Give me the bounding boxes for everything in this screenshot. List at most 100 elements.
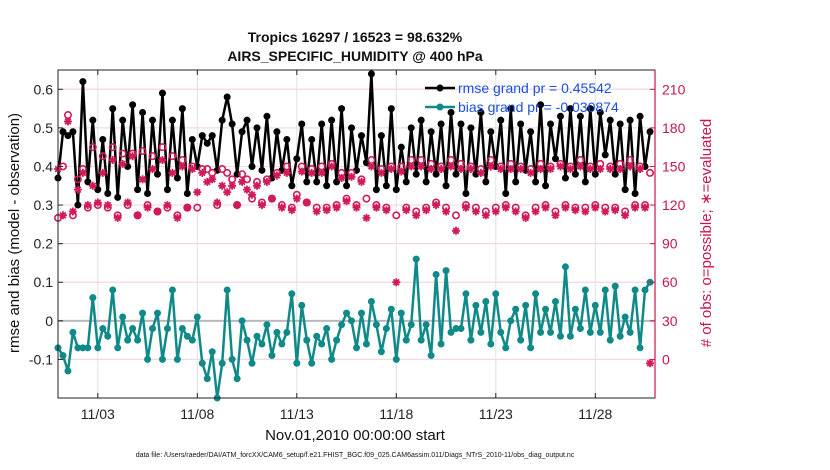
- data-point-0-72: [412, 170, 420, 178]
- data-point-0-20: [154, 170, 161, 178]
- obs-evaluated-point-80: [452, 226, 460, 235]
- obs-evaluated-point-44: [272, 171, 281, 180]
- data-point-1-48: [293, 359, 301, 367]
- obs-evaluated-point-53: [317, 168, 326, 177]
- data-point-0-50: [303, 178, 311, 186]
- obs-evaluated-point-20: [153, 207, 162, 216]
- data-point-1-72: [412, 255, 420, 263]
- data-point-0-113: [616, 120, 624, 128]
- data-point-0-12: [114, 193, 122, 201]
- data-point-1-51: [308, 359, 316, 367]
- data-point-1-50: [303, 336, 311, 344]
- obs-evaluated-point-71: [407, 162, 416, 171]
- data-point-1-117: [636, 344, 644, 352]
- data-point-1-76: [432, 271, 440, 279]
- obs-possible-point-34: [223, 168, 232, 177]
- y-tick-label-6: 0.5: [34, 120, 54, 136]
- data-point-1-107: [586, 328, 594, 336]
- data-point-1-56: [333, 336, 341, 344]
- data-point-1-19: [149, 325, 157, 333]
- y-tick-label-5: 0.4: [34, 158, 54, 174]
- data-point-1-55: [328, 355, 336, 363]
- obs-evaluated-point-119: [646, 359, 654, 368]
- data-point-0-24: [173, 174, 181, 182]
- data-point-1-33: [218, 359, 226, 367]
- legend-rmse-label: rmse grand pr = 0.45542: [458, 80, 612, 96]
- obs-evaluated-point-72: [412, 211, 421, 220]
- obs-evaluated-point-107: [586, 165, 595, 173]
- obs-evaluated-point-101: [556, 162, 565, 171]
- data-point-0-53: [318, 120, 326, 128]
- data-point-1-4: [74, 344, 82, 352]
- data-point-1-43: [268, 352, 276, 360]
- data-point-1-7: [89, 294, 97, 302]
- obs-evaluated-point-4: [73, 185, 82, 194]
- series-layer: [53, 70, 655, 402]
- obs-possible-point-7: [88, 143, 97, 152]
- data-point-1-42: [263, 321, 271, 329]
- data-point-0-77: [437, 120, 445, 128]
- obs-possible-point-2: [63, 111, 72, 120]
- data-point-0-35: [228, 120, 236, 128]
- data-point-0-90: [502, 189, 510, 197]
- obs-evaluated-point-60: [352, 203, 361, 212]
- data-point-1-109: [596, 328, 604, 336]
- obs-evaluated-point-47: [287, 206, 296, 215]
- data-point-0-65: [377, 132, 385, 140]
- obs-evaluated-point-98: [541, 203, 550, 212]
- data-point-1-5: [79, 344, 87, 352]
- data-point-0-29: [198, 132, 206, 140]
- data-point-1-11: [109, 286, 117, 294]
- data-point-1-90: [502, 344, 510, 352]
- data-point-0-107: [586, 105, 594, 113]
- obs-evaluated-point-89: [496, 165, 505, 173]
- data-point-1-28: [193, 313, 201, 321]
- data-point-1-59: [348, 317, 356, 325]
- data-point-0-86: [482, 178, 490, 186]
- y-axis-right-label: # of obs: o=possible; ∗=evaluated: [698, 119, 715, 348]
- data-point-0-10: [104, 189, 112, 197]
- obs-evaluated-point-26: [183, 203, 192, 212]
- data-point-1-39: [248, 359, 256, 367]
- data-point-0-58: [343, 182, 351, 190]
- x-tick-label-1: 11/08: [180, 406, 214, 422]
- obs-evaluated-point-77: [437, 165, 446, 173]
- obs-evaluated-point-95: [526, 168, 535, 177]
- obs-evaluated-point-56: [332, 203, 341, 212]
- data-point-1-2: [64, 367, 72, 375]
- data-point-0-97: [537, 101, 545, 109]
- data-point-1-89: [497, 328, 505, 336]
- data-point-0-101: [556, 112, 564, 120]
- data-point-1-113: [616, 332, 624, 340]
- data-point-0-119: [646, 128, 654, 136]
- data-point-0-82: [462, 189, 470, 197]
- data-point-0-102: [561, 174, 569, 182]
- data-point-1-95: [527, 344, 535, 352]
- obs-evaluated-point-52: [312, 207, 321, 216]
- data-point-0-16: [134, 186, 142, 194]
- obs-evaluated-point-40: [253, 181, 261, 190]
- obs-evaluated-point-55: [327, 162, 336, 171]
- data-point-0-89: [497, 116, 505, 124]
- data-point-1-116: [631, 286, 639, 294]
- obs-evaluated-point-57: [337, 174, 346, 182]
- obs-possible-point-62: [362, 194, 371, 203]
- data-point-0-34: [223, 93, 231, 101]
- data-point-0-76: [432, 170, 440, 178]
- data-point-1-3: [69, 328, 77, 336]
- obs-evaluated-point-11: [108, 156, 117, 164]
- obs-possible-point-28: [193, 203, 202, 212]
- x-tick-label-2: 11/13: [280, 406, 314, 422]
- obs-evaluated-point-93: [516, 165, 525, 173]
- data-point-0-15: [129, 101, 137, 109]
- series-line-0: [56, 72, 652, 207]
- data-point-1-105: [576, 325, 584, 333]
- data-point-1-97: [537, 328, 545, 336]
- data-point-1-1: [59, 352, 67, 360]
- obs-evaluated-point-86: [481, 211, 490, 220]
- obs-evaluated-point-32: [213, 198, 222, 207]
- obs-possible-point-21: [158, 143, 167, 152]
- data-point-0-108: [591, 170, 599, 178]
- obs-evaluated-point-51: [307, 168, 316, 177]
- data-point-1-101: [556, 332, 564, 340]
